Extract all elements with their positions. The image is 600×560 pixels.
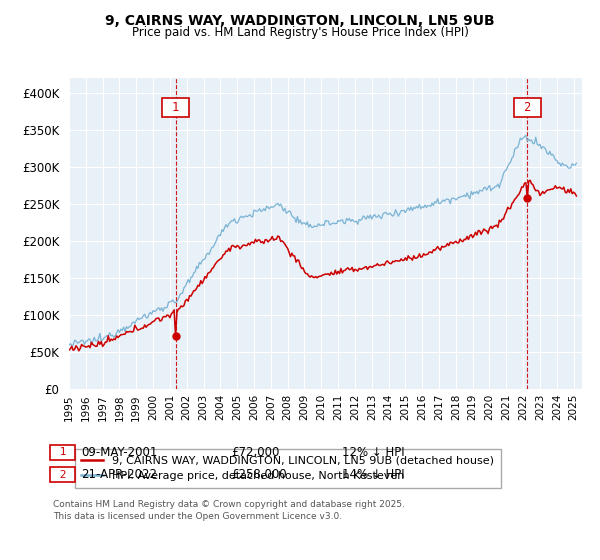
Text: £72,000: £72,000 xyxy=(231,446,280,459)
Legend: 9, CAIRNS WAY, WADDINGTON, LINCOLN, LN5 9UB (detached house), HPI: Average price: 9, CAIRNS WAY, WADDINGTON, LINCOLN, LN5 … xyxy=(74,449,501,488)
Text: 14% ↓ HPI: 14% ↓ HPI xyxy=(342,468,404,482)
Text: Price paid vs. HM Land Registry's House Price Index (HPI): Price paid vs. HM Land Registry's House … xyxy=(131,26,469,39)
Text: 2: 2 xyxy=(517,101,538,114)
Text: 1: 1 xyxy=(53,447,73,458)
Text: 1: 1 xyxy=(165,101,186,114)
Text: 2: 2 xyxy=(53,470,73,480)
Text: £258,000: £258,000 xyxy=(231,468,287,482)
Text: 09-MAY-2001: 09-MAY-2001 xyxy=(81,446,157,459)
Text: 12% ↓ HPI: 12% ↓ HPI xyxy=(342,446,404,459)
Text: 9, CAIRNS WAY, WADDINGTON, LINCOLN, LN5 9UB: 9, CAIRNS WAY, WADDINGTON, LINCOLN, LN5 … xyxy=(105,14,495,28)
Text: 21-APR-2022: 21-APR-2022 xyxy=(81,468,157,482)
Text: Contains HM Land Registry data © Crown copyright and database right 2025.
This d: Contains HM Land Registry data © Crown c… xyxy=(53,500,404,521)
